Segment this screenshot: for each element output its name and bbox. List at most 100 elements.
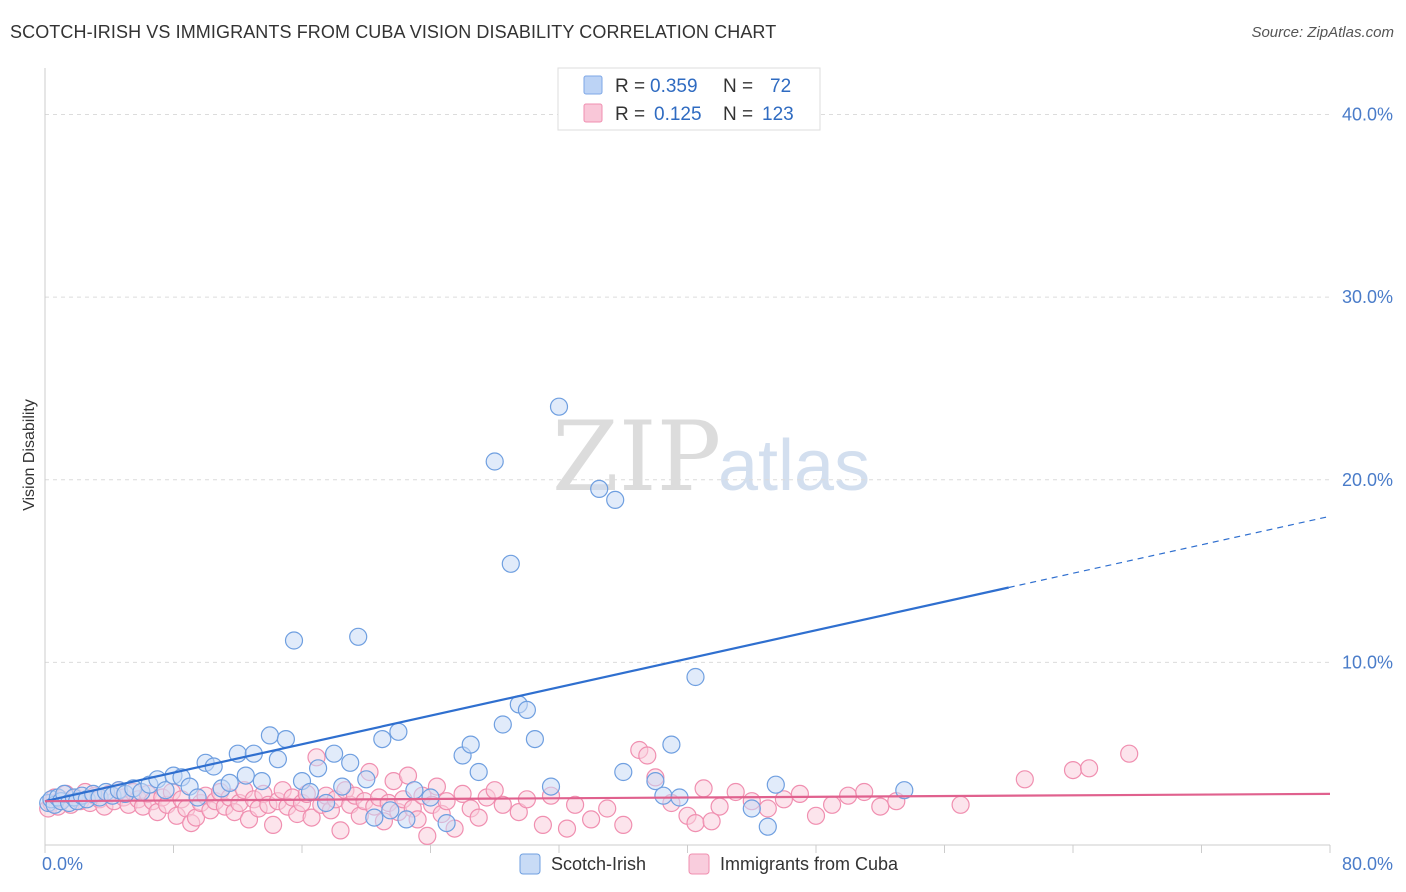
grid-lines xyxy=(45,114,1330,663)
y-tick-label: 10.0% xyxy=(1342,652,1393,672)
watermark-zip: ZIP xyxy=(552,401,721,513)
legend-swatch-scotch-irish xyxy=(583,75,603,95)
data-point xyxy=(309,759,328,778)
data-point xyxy=(331,821,350,840)
data-point xyxy=(1120,744,1139,763)
data-point xyxy=(614,762,633,782)
legend-swatch-cuba xyxy=(583,103,603,123)
data-point xyxy=(204,757,223,776)
data-point xyxy=(461,735,480,754)
watermark: ZIP atlas xyxy=(552,401,870,513)
data-point xyxy=(220,773,239,793)
bottom-legend: Scotch-Irish Immigrants from Cuba xyxy=(519,853,899,875)
chart-title: SCOTCH-IRISH VS IMMIGRANTS FROM CUBA VIS… xyxy=(10,22,777,42)
data-point xyxy=(397,810,416,829)
data-point xyxy=(1079,759,1099,778)
data-point xyxy=(710,797,729,816)
data-point xyxy=(855,782,874,802)
data-point xyxy=(533,815,553,835)
y-axis-label: Vision Disability xyxy=(21,399,38,511)
data-point xyxy=(469,762,488,782)
x-tick-label: 80.0% xyxy=(1342,854,1393,874)
data-point xyxy=(236,766,255,785)
data-point xyxy=(638,746,657,765)
data-point xyxy=(284,631,304,650)
data-point xyxy=(646,771,665,791)
data-point xyxy=(268,750,287,769)
data-point xyxy=(493,715,512,734)
data-point xyxy=(333,777,352,796)
legend-n-value-scotch-irish: 72 xyxy=(770,76,791,97)
data-point xyxy=(493,795,512,814)
data-point xyxy=(590,479,609,498)
data-point xyxy=(341,753,360,772)
data-point xyxy=(276,729,295,749)
data-point xyxy=(951,795,970,814)
watermark-atlas: atlas xyxy=(718,426,870,506)
data-point xyxy=(766,775,785,794)
data-point xyxy=(437,813,456,833)
data-point xyxy=(509,802,528,822)
data-point xyxy=(895,781,914,800)
data-point xyxy=(525,729,545,749)
data-point xyxy=(405,781,424,800)
data-point xyxy=(742,799,761,818)
chart-source: Source: ZipAtlas.com xyxy=(1251,24,1394,41)
legend-r-value-scotch-irish: 0.359 xyxy=(650,76,698,97)
data-point xyxy=(389,722,408,741)
bottom-legend-label-scotch-irish: Scotch-Irish xyxy=(551,854,646,874)
legend-r-value-cuba: 0.125 xyxy=(654,104,702,125)
data-point xyxy=(541,777,561,796)
data-point xyxy=(686,813,705,833)
data-point xyxy=(485,452,504,471)
data-point xyxy=(614,815,633,835)
data-point xyxy=(469,808,488,827)
legend-r-label-scotch-irish: R = xyxy=(615,76,645,97)
data-point xyxy=(565,795,585,814)
data-point xyxy=(790,784,810,804)
data-point xyxy=(260,726,279,745)
data-point xyxy=(517,700,537,720)
legend-box: R = 0.359 N = 72 R = 0.125 N = 123 xyxy=(557,67,821,131)
data-point xyxy=(325,744,344,763)
data-point xyxy=(581,810,601,829)
x-tick-label: 0.0% xyxy=(42,854,83,874)
y-tick-label: 30.0% xyxy=(1342,287,1393,307)
data-point xyxy=(758,799,777,818)
data-point xyxy=(252,771,271,791)
data-point xyxy=(357,770,376,789)
data-point xyxy=(806,806,826,825)
data-point xyxy=(598,799,617,818)
data-point xyxy=(365,808,384,827)
trend-line-cuba xyxy=(44,792,1331,803)
data-point xyxy=(822,795,842,814)
data-point xyxy=(1063,760,1083,780)
data-point xyxy=(654,786,673,805)
data-point xyxy=(557,819,577,838)
y-tick-label: 40.0% xyxy=(1342,105,1393,125)
bottom-legend-swatch-scotch-irish xyxy=(519,853,541,875)
data-point xyxy=(349,627,368,646)
data-point xyxy=(662,735,681,754)
data-point xyxy=(606,490,625,509)
data-point xyxy=(156,781,175,800)
data-point xyxy=(421,788,440,807)
data-point xyxy=(871,797,890,816)
data-point xyxy=(418,826,437,846)
data-point xyxy=(381,801,400,820)
trend-line-scotch-irish xyxy=(44,586,1009,803)
bottom-legend-label-cuba: Immigrants from Cuba xyxy=(720,854,899,874)
legend-n-label-cuba: N = xyxy=(723,104,753,125)
data-point xyxy=(437,792,456,811)
tick-labels: 10.0% 20.0% 30.0% 40.0% 0.0% 80.0% xyxy=(42,105,1393,874)
trend-layer xyxy=(44,515,1331,803)
bottom-legend-swatch-cuba xyxy=(688,853,710,875)
data-point xyxy=(317,793,336,813)
axes xyxy=(44,68,1331,853)
data-point xyxy=(302,808,321,827)
data-point xyxy=(549,397,569,416)
data-point xyxy=(702,812,721,831)
legend-r-label-cuba: R = xyxy=(615,104,645,125)
data-point xyxy=(774,790,794,809)
